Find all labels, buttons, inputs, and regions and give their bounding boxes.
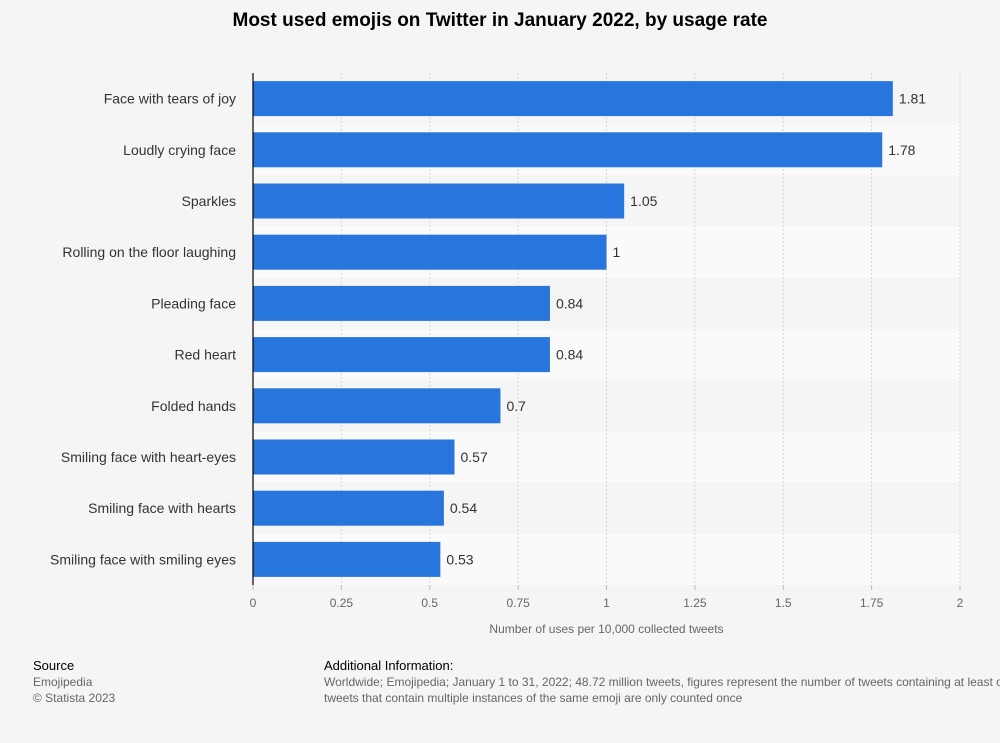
copyright-line: © Statista 2023 <box>33 691 116 705</box>
value-label: 0.57 <box>460 449 487 465</box>
value-label: 0.84 <box>556 295 583 311</box>
category-label: Rolling on the floor laughing <box>62 244 236 260</box>
additional-info-line: tweets that contain multiple instances o… <box>324 691 743 705</box>
value-label: 1.78 <box>888 142 915 158</box>
value-label: 0.7 <box>506 398 526 414</box>
bar <box>253 439 455 475</box>
bar-chart: 0 0.25 0.5 0.75 1 1.25 1.5 1.75 2 Face with tears… <box>50 73 964 636</box>
category-label: Smiling face with smiling eyes <box>50 551 236 567</box>
x-axis-title: Number of uses per 10,000 collected twee… <box>489 622 723 636</box>
category-label: Pleading face <box>151 295 236 311</box>
value-label: 1.81 <box>899 91 926 107</box>
source-line: Emojipedia <box>33 675 93 689</box>
x-tick-label: 0.75 <box>506 596 530 610</box>
x-tick-label: 1.75 <box>860 596 884 610</box>
source-heading: Source <box>33 658 75 673</box>
value-label: 0.54 <box>450 500 477 516</box>
x-tick-label: 0.25 <box>330 596 354 610</box>
x-tick-label: 0.5 <box>421 596 438 610</box>
chart-title: Most used emojis on Twitter in January 2… <box>232 10 768 31</box>
bar <box>253 183 625 219</box>
bar <box>253 285 550 321</box>
additional-info-section: Additional Information: Worldwide; Emoji… <box>324 658 1000 706</box>
x-tick-label: 1.25 <box>683 596 707 610</box>
value-label: 1.05 <box>630 193 657 209</box>
x-tick-label: 2 <box>957 596 964 610</box>
bar <box>253 490 444 526</box>
value-label: 0.84 <box>556 347 583 363</box>
source-section: Source Emojipedia © Statista 2023 <box>33 658 115 706</box>
bar <box>253 337 550 373</box>
category-label: Sparkles <box>182 193 236 209</box>
bar <box>253 234 607 270</box>
bar <box>253 81 893 117</box>
category-label: Face with tears of joy <box>104 91 236 107</box>
x-tick-label: 1.5 <box>775 596 792 610</box>
category-label: Smiling face with hearts <box>88 500 236 516</box>
additional-info-line: Worldwide; Emojipedia; January 1 to 31, … <box>324 675 1000 689</box>
category-label: Folded hands <box>151 398 236 414</box>
category-label: Loudly crying face <box>123 142 236 158</box>
category-label: Smiling face with heart-eyes <box>61 449 236 465</box>
bar <box>253 132 883 168</box>
bar <box>253 388 501 424</box>
additional-info-heading: Additional Information: <box>324 658 454 673</box>
value-label: 0.53 <box>446 551 473 567</box>
bar <box>253 541 441 577</box>
x-tick-label: 1 <box>603 596 610 610</box>
category-label: Red heart <box>175 347 237 363</box>
x-tick-label: 0 <box>250 596 257 610</box>
value-label: 1 <box>613 244 621 260</box>
